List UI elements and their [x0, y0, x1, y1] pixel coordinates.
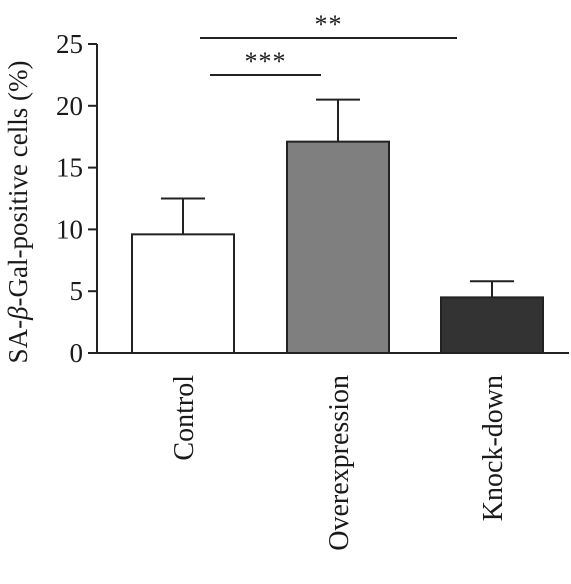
y-axis-title-part-1: SA- [3, 320, 33, 364]
significance-annotations: ***** [200, 10, 457, 76]
significance-label: *** [245, 47, 287, 76]
y-ticks: 0 5 10 15 20 25 [56, 29, 97, 368]
significance-label: ** [315, 10, 343, 39]
y-axis-title: SA-β-Gal-positive cells (%) [3, 61, 33, 364]
y-tick-label: 15 [56, 153, 83, 183]
axes [96, 44, 569, 354]
y-axis-title-beta: β [3, 306, 33, 321]
error-bars [161, 98, 514, 298]
y-tick-label: 20 [56, 91, 83, 121]
category-label: Knock-down [478, 375, 509, 521]
category-label: Control [169, 375, 200, 461]
bar-knock-down [440, 296, 544, 355]
y-tick-label: 5 [70, 276, 84, 306]
y-axis-title-part-2: -Gal-positive cells (%) [3, 61, 33, 307]
bar-overexpression [286, 140, 390, 354]
bar-control [131, 233, 235, 354]
bars [131, 140, 544, 355]
y-tick-label: 25 [56, 29, 83, 59]
y-tick-label: 0 [70, 338, 84, 368]
y-tick-label: 10 [56, 214, 83, 244]
category-label: Overexpression [324, 375, 355, 551]
category-labels: Control Overexpression Knock-down [169, 375, 509, 551]
